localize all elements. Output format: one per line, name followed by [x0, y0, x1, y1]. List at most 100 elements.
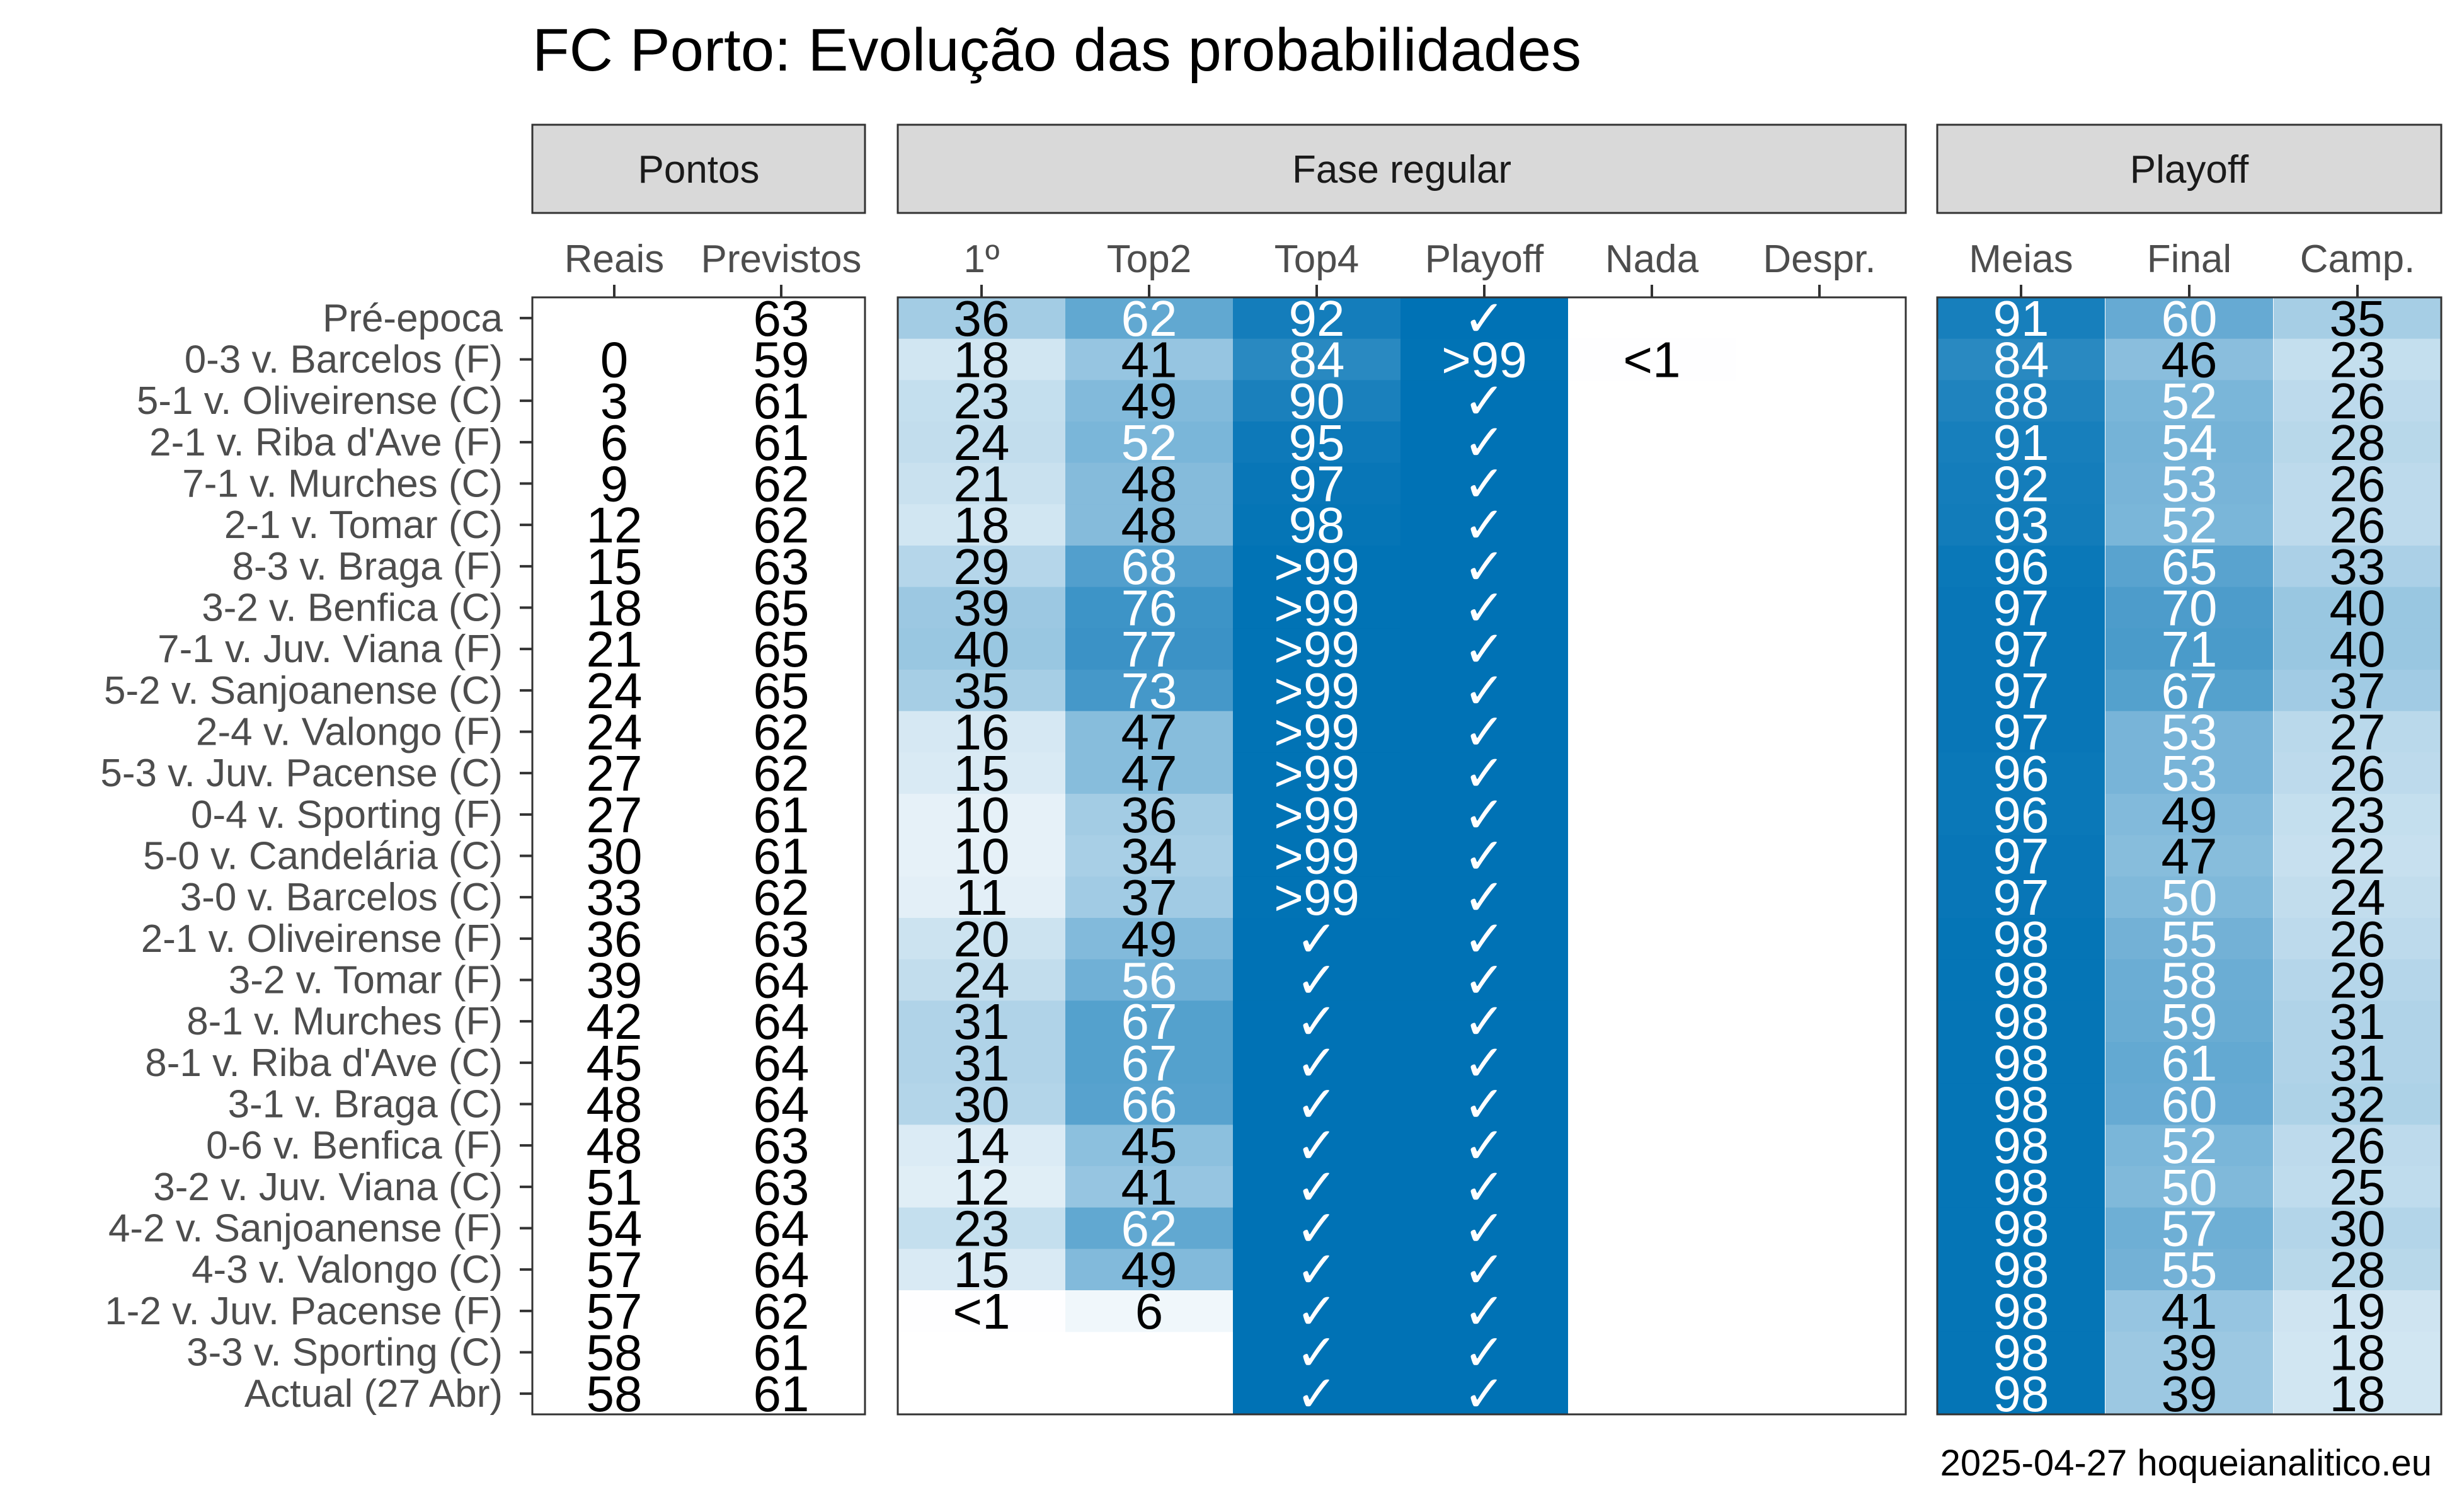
- heat-cell: [2274, 1249, 2441, 1291]
- heat-cell: [1400, 1249, 1568, 1291]
- heat-cell: [2274, 1290, 2441, 1332]
- heat-cell: [1065, 835, 1233, 877]
- row-label: 3-3 v. Sporting (C): [186, 1331, 503, 1375]
- cell-value-label: 30: [2330, 1201, 2386, 1257]
- heat-cell: [1937, 462, 2105, 505]
- row-label: 8-3 v. Braga (F): [232, 545, 503, 588]
- heat-cell: [2105, 752, 2273, 794]
- cell-value-label: 23: [954, 373, 1010, 429]
- heat-cell: [1233, 1166, 1400, 1208]
- heat-cell: [898, 1166, 1065, 1208]
- cell-value-label: 18: [954, 332, 1010, 388]
- cell-value-label: 9: [600, 456, 629, 512]
- cell-value-label: 57: [2162, 1201, 2218, 1257]
- heat-cell: [898, 1000, 1065, 1043]
- column-header-label: Meias: [1969, 238, 2073, 281]
- cell-value-label: 54: [587, 1201, 643, 1257]
- heat-cell: [1233, 297, 1400, 340]
- cell-value-label: ✓: [1463, 456, 1505, 512]
- row-label: 2-1 v. Riba d'Ave (F): [149, 421, 503, 464]
- heat-cell: [2274, 1000, 2441, 1043]
- cell-value-label: 3: [600, 373, 629, 429]
- heat-cell: [2274, 835, 2441, 877]
- cell-value-label: 41: [1121, 332, 1177, 388]
- cell-value-label: 98: [1993, 953, 2049, 1009]
- row-label: 2-4 v. Valongo (F): [196, 711, 503, 754]
- cell-value-label: ✓: [1463, 704, 1505, 760]
- heat-cell: [1233, 1331, 1400, 1373]
- heat-cell: [1400, 1166, 1568, 1208]
- heat-cell: [2105, 670, 2273, 712]
- heat-cell: [1233, 338, 1400, 381]
- cell-value-label: 61: [753, 787, 810, 843]
- heat-cell: [2274, 711, 2441, 753]
- row-label: 3-1 v. Braga (C): [228, 1083, 503, 1126]
- heat-cell: [2105, 1373, 2273, 1415]
- cell-value-label: 77: [1121, 621, 1177, 677]
- heat-cell: [1065, 1083, 1233, 1125]
- column-header-label: Nada: [1605, 238, 1699, 281]
- cell-value-label: 11: [955, 869, 1007, 925]
- heat-cell: [1233, 1125, 1400, 1167]
- cell-value-label: 35: [954, 663, 1010, 719]
- cell-value-label: 16: [954, 704, 1010, 760]
- cell-value-label: 19: [2330, 1283, 2386, 1339]
- cell-value-label: ✓: [1295, 1118, 1337, 1174]
- cell-value-label: 97: [1289, 456, 1345, 512]
- heat-cell: [1233, 1207, 1400, 1249]
- cell-value-label: 55: [2162, 911, 2218, 967]
- row-label: 8-1 v. Riba d'Ave (C): [145, 1041, 503, 1085]
- heat-cell: [1233, 1000, 1400, 1043]
- row-label: Actual (27 Abr): [244, 1372, 503, 1416]
- heat-cell: [2274, 1207, 2441, 1249]
- cell-value-label: 59: [753, 332, 810, 388]
- cell-value-label: 61: [753, 373, 810, 429]
- heat-cell: [2274, 587, 2441, 629]
- heat-cell: [1937, 1373, 2105, 1415]
- cell-value-label: 23: [954, 1201, 1010, 1257]
- heat-cell: [2105, 421, 2273, 464]
- heat-cell: [1233, 587, 1400, 629]
- heat-cell: [1937, 380, 2105, 422]
- heat-cell: [2274, 462, 2441, 505]
- cell-value-label: 97: [1993, 580, 2049, 636]
- cell-value-label: 63: [753, 539, 810, 595]
- cell-value-label: ✓: [1463, 953, 1505, 1009]
- panel-frame: [896, 296, 1907, 1416]
- cell-value-label: 39: [2162, 1366, 2218, 1422]
- cell-value-label: 12: [954, 1159, 1010, 1215]
- cell-value-label: 34: [1121, 828, 1177, 885]
- heat-cell: [1400, 1290, 1568, 1332]
- chart-title: FC Porto: Evolução das probabilidades: [532, 16, 1581, 84]
- cell-value-label: 29: [954, 539, 1010, 595]
- heat-cell: [1937, 1290, 2105, 1332]
- cell-value-label: 41: [1121, 1159, 1177, 1215]
- cell-value-label: ✓: [1463, 580, 1505, 636]
- heat-cell: [1065, 794, 1233, 836]
- heat-cell: [1400, 462, 1568, 505]
- row-label: 4-3 v. Valongo (C): [192, 1248, 503, 1292]
- cell-value-label: 6: [1135, 1283, 1164, 1339]
- cell-value-label: 65: [2162, 539, 2218, 595]
- heat-cell: [1937, 794, 2105, 836]
- heat-cell: [2105, 918, 2273, 960]
- cell-value-label: 97: [1993, 869, 2049, 925]
- cell-value-label: 97: [1993, 621, 2049, 677]
- heat-cell: [898, 587, 1065, 629]
- cell-value-label: 26: [2330, 1118, 2386, 1174]
- heat-cell: [2105, 1000, 2273, 1043]
- cell-value-label: 68: [1121, 539, 1177, 595]
- cell-value-label: 53: [2162, 704, 2218, 760]
- cell-value-label: 96: [1993, 787, 2049, 843]
- cell-value-label: 52: [2162, 497, 2218, 553]
- cell-value-label: 24: [587, 704, 643, 760]
- cell-value-label: 93: [1993, 497, 2049, 553]
- heat-cell: [1065, 711, 1233, 753]
- heat-cell: [2105, 835, 2273, 877]
- cell-value-label: 52: [1121, 415, 1177, 471]
- cell-value-label: 91: [1993, 415, 2049, 471]
- heat-cell: [1065, 1042, 1233, 1084]
- heat-cell: [1937, 670, 2105, 712]
- cell-value-label: 6: [600, 415, 629, 471]
- heat-cell: [898, 1042, 1065, 1084]
